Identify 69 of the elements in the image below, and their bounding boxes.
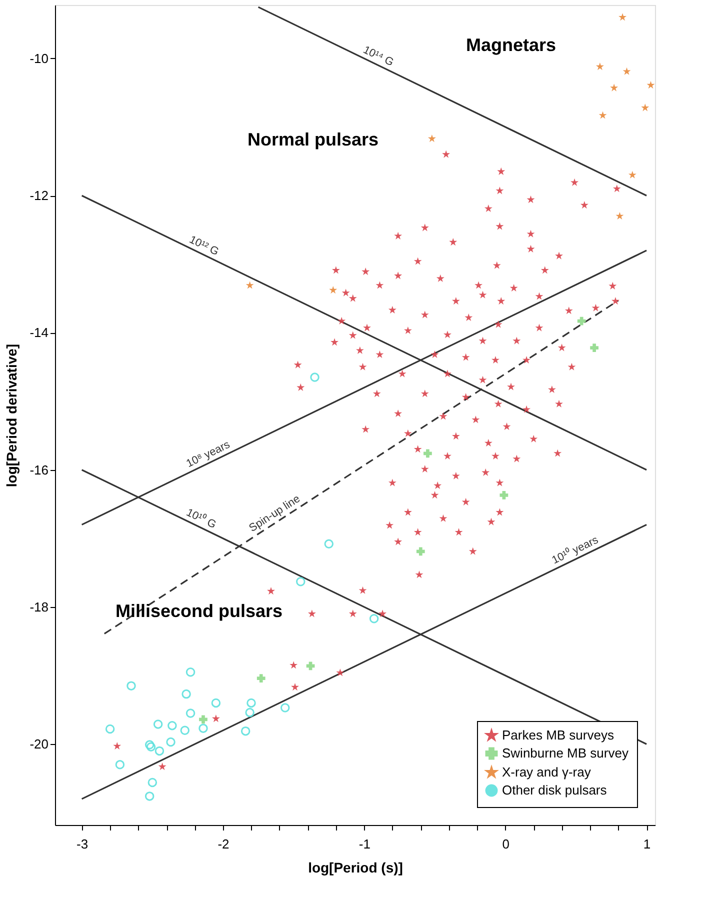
y-tick-label: -10	[30, 50, 48, 66]
point	[329, 286, 338, 294]
point	[369, 614, 379, 624]
point	[186, 667, 196, 677]
point	[500, 491, 508, 500]
point	[416, 547, 425, 556]
annotation: Normal pulsars	[247, 129, 379, 150]
point	[596, 62, 604, 70]
point	[182, 689, 191, 699]
point	[616, 212, 624, 220]
point	[324, 539, 334, 549]
x-tick-label: -3	[76, 836, 88, 852]
point	[310, 372, 320, 382]
point	[598, 111, 607, 119]
point	[168, 720, 177, 730]
point	[180, 726, 190, 735]
text: 10¹⁰ years	[550, 533, 601, 567]
point	[577, 316, 586, 326]
legend-label: X-ray and γ-ray	[502, 764, 592, 780]
point	[126, 681, 136, 690]
point	[198, 724, 208, 733]
x-tick-label: 0	[502, 836, 510, 852]
point	[646, 81, 655, 89]
point	[240, 726, 250, 736]
point	[428, 134, 436, 142]
point	[186, 708, 196, 718]
point	[105, 724, 115, 734]
y-tick-label: -20	[30, 736, 48, 752]
legend-label: Other disk pulsars	[502, 782, 608, 798]
point	[256, 674, 266, 682]
text: 10¹⁰ G	[184, 506, 218, 532]
x-tick-label: -1	[358, 836, 370, 852]
y-tick-label: -18	[30, 599, 48, 614]
point	[296, 576, 306, 586]
point	[148, 778, 158, 788]
point	[246, 281, 254, 289]
x-axis-title: log[Period (s)]	[308, 860, 403, 876]
point	[211, 698, 221, 708]
y-tick-label: -16	[30, 462, 48, 478]
text: 10⁸ years	[184, 438, 232, 470]
point	[246, 698, 256, 708]
x-tick-label: 1	[643, 836, 651, 852]
y-tick-label: -12	[30, 188, 48, 204]
point	[590, 344, 598, 352]
point	[641, 104, 650, 112]
text: 10¹² G	[187, 234, 221, 258]
text: 10¹⁴ G	[361, 44, 396, 69]
point	[424, 449, 432, 458]
point	[144, 740, 154, 750]
legend-label: Swinburne MB survey	[502, 746, 629, 760]
point	[628, 170, 636, 178]
point	[144, 792, 154, 801]
annotation: Magnetars	[466, 35, 556, 55]
point	[245, 708, 254, 718]
point	[610, 84, 618, 92]
y-tick-label: -14	[30, 325, 48, 340]
annotation: Millisecond pulsars	[115, 600, 283, 621]
y-axis-title: log[Period derivative]	[4, 344, 20, 488]
point	[154, 746, 164, 756]
x-tick-label: -2	[218, 836, 230, 852]
point	[146, 742, 156, 752]
point	[166, 737, 176, 747]
legend-label: Parkes MB surveys	[502, 728, 614, 742]
point	[280, 703, 290, 712]
point	[153, 720, 163, 729]
point	[199, 715, 208, 724]
point	[622, 67, 631, 75]
point	[618, 13, 627, 21]
point	[115, 760, 125, 770]
